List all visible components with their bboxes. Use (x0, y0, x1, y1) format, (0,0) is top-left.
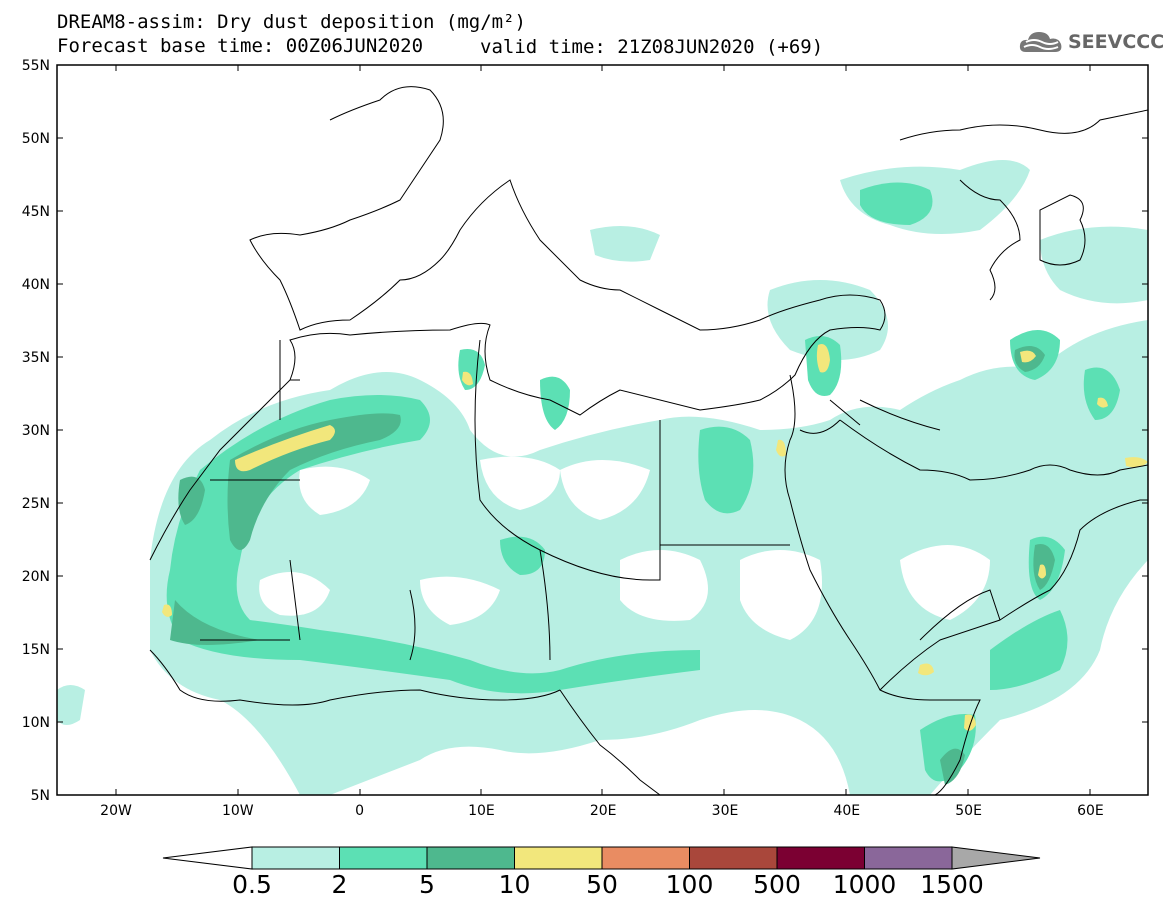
lat-label: 55N (22, 58, 50, 74)
dust-level-10 (162, 344, 1148, 731)
colorbar-swatch (689, 846, 778, 870)
colorbar-swatch (776, 846, 865, 870)
axis-ticks (57, 64, 1148, 796)
colorbar-label: 1500 (920, 870, 984, 899)
longitude-labels: 20W 10W 0 10E 20E 30E 40E 50E 60E (100, 803, 1104, 819)
colorbar-max-arrow (951, 846, 1041, 870)
dust-gaps (259, 456, 990, 640)
colorbar-label: 500 (753, 870, 801, 899)
lon-label: 20E (590, 803, 617, 819)
lat-label: 25N (22, 496, 50, 512)
lat-label: 45N (22, 204, 50, 220)
lon-label: 10W (222, 803, 254, 819)
colorbar-swatch (339, 846, 428, 870)
map-title: DREAM8-assim: Dry dust deposition (mg/m²… (57, 11, 526, 33)
cloud-logo-icon (1019, 32, 1062, 52)
coastlines (149, 86, 1148, 795)
lon-label: 40E (833, 803, 860, 819)
lon-label: 10E (468, 803, 495, 819)
lat-label: 40N (22, 277, 50, 293)
lat-label: 20N (22, 569, 50, 585)
colorbar-swatch (514, 846, 603, 870)
colorbar-swatch (251, 846, 340, 870)
seevccc-logo: SEEVCCC (1018, 28, 1164, 56)
logo-text: SEEVCCC (1068, 31, 1165, 53)
forecast-base-time: Forecast base time: 00Z06JUN2020 (57, 35, 424, 57)
colorbar-label: 2 (331, 870, 348, 899)
valid-time: valid time: 21Z08JUN2020 (+69) (480, 36, 824, 58)
colorbar-label: 1000 (832, 870, 897, 899)
lon-label: 0 (355, 803, 364, 819)
colorbar-label: 50 (586, 870, 618, 899)
lon-label: 20W (100, 803, 132, 819)
lon-label: 60E (1077, 803, 1104, 819)
colorbar-min-arrow (162, 846, 253, 870)
lat-label: 35N (22, 350, 50, 366)
colorbar-label: 0.5 (232, 870, 272, 899)
latitude-labels: 55N 50N 45N 40N 35N 30N 25N 20N 15N 10N 5N (22, 58, 50, 804)
lon-label: 50E (955, 803, 982, 819)
lat-label: 5N (31, 788, 50, 804)
colorbar-label: 10 (498, 870, 531, 899)
lat-label: 50N (22, 131, 50, 147)
colorbar-label: 5 (419, 870, 435, 899)
colorbar-swatch (426, 846, 515, 870)
colorbar-label: 100 (665, 870, 714, 899)
colorbar (162, 846, 1041, 870)
lat-label: 10N (22, 715, 50, 731)
colorbar-swatch (864, 846, 953, 870)
lon-label: 30E (712, 803, 739, 819)
colorbar-swatch (601, 846, 690, 870)
lat-label: 30N (22, 423, 50, 439)
lat-label: 15N (22, 642, 50, 658)
